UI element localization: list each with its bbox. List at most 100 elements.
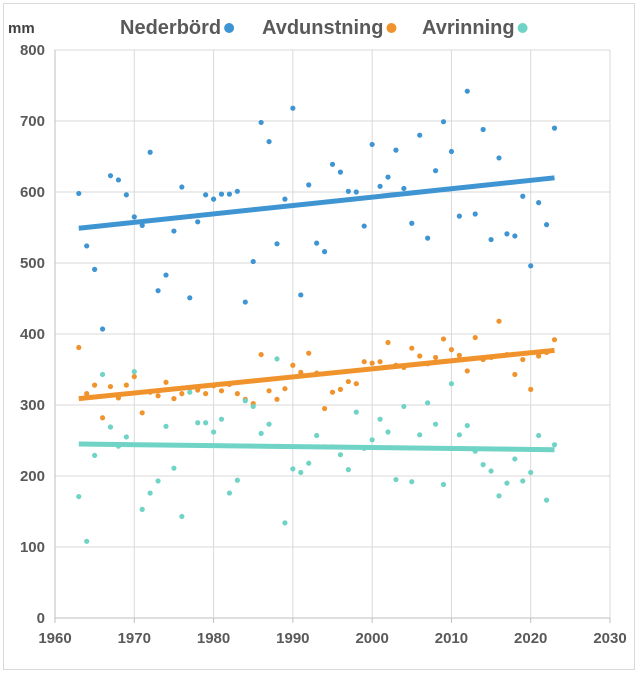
y-tick-label: 0 bbox=[37, 610, 45, 627]
data-point-nederb-rd bbox=[369, 141, 375, 148]
data-point-avrinning bbox=[520, 478, 526, 484]
data-point-nederb-rd bbox=[401, 185, 407, 192]
data-point-nederb-rd bbox=[432, 168, 439, 174]
legend-marker-avrinning bbox=[517, 23, 528, 33]
data-point-nederb-rd bbox=[464, 88, 470, 94]
legend[interactable]: Nederbörd Avdunstning Avrinning bbox=[120, 17, 528, 39]
data-point-avdunstning bbox=[258, 351, 264, 358]
data-point-nederb-rd bbox=[472, 211, 478, 217]
data-point-avrinning bbox=[512, 456, 518, 462]
data-point-nederb-rd bbox=[226, 191, 233, 197]
data-point-nederb-rd bbox=[107, 173, 114, 179]
data-point-nederb-rd bbox=[337, 169, 344, 175]
data-point-avdunstning bbox=[456, 352, 462, 358]
data-point-avrinning bbox=[417, 432, 423, 438]
data-point-avdunstning bbox=[551, 337, 558, 343]
y-tick-label: 800 bbox=[20, 42, 45, 59]
data-point-nederb-rd bbox=[480, 126, 486, 133]
data-point-nederb-rd bbox=[409, 220, 415, 226]
data-point-avdunstning bbox=[99, 415, 106, 421]
data-point-avrinning bbox=[274, 356, 280, 362]
data-point-avdunstning bbox=[417, 353, 423, 359]
legend-label-avdunstning: Avdunstning bbox=[262, 17, 383, 39]
data-point-nederb-rd bbox=[496, 155, 502, 161]
data-point-nederb-rd bbox=[321, 249, 328, 255]
data-point-nederb-rd bbox=[456, 213, 462, 219]
data-point-nederb-rd bbox=[551, 125, 558, 131]
data-point-avdunstning bbox=[282, 386, 288, 392]
data-point-avrinning bbox=[107, 424, 114, 430]
data-point-nederb-rd bbox=[210, 196, 217, 202]
data-point-nederb-rd bbox=[274, 241, 280, 247]
data-point-nederb-rd bbox=[377, 183, 383, 189]
data-point-nederb-rd bbox=[353, 189, 359, 195]
data-point-avrinning bbox=[179, 513, 185, 520]
data-point-nederb-rd bbox=[512, 233, 518, 239]
data-point-avrinning bbox=[314, 432, 320, 439]
legend-marker-nederb-rd bbox=[224, 23, 235, 33]
data-point-avdunstning bbox=[472, 334, 478, 341]
data-point-avdunstning bbox=[512, 371, 518, 378]
data-point-avrinning bbox=[448, 381, 455, 387]
data-point-avrinning bbox=[464, 422, 470, 429]
data-point-avrinning bbox=[282, 520, 288, 526]
data-point-avdunstning bbox=[448, 347, 455, 353]
data-point-avrinning bbox=[528, 469, 534, 476]
data-point-nederb-rd bbox=[195, 219, 201, 225]
data-point-avdunstning bbox=[203, 391, 209, 397]
data-point-avdunstning bbox=[353, 381, 359, 387]
data-point-nederb-rd bbox=[385, 174, 391, 180]
data-point-avrinning bbox=[92, 452, 98, 459]
data-point-nederb-rd bbox=[179, 184, 185, 190]
y-tick-labels: 0 100 200 300 400 500 600 700 800 bbox=[20, 42, 45, 627]
data-point-avrinning bbox=[203, 420, 209, 426]
data-point-nederb-rd bbox=[258, 119, 264, 126]
data-point-avdunstning bbox=[329, 389, 336, 395]
x-tick-label: 2000 bbox=[355, 630, 388, 647]
data-point-avrinning bbox=[171, 465, 177, 471]
data-point-avrinning bbox=[385, 429, 391, 435]
data-point-avdunstning bbox=[369, 360, 375, 366]
data-point-nederb-rd bbox=[440, 119, 447, 125]
data-point-nederb-rd bbox=[298, 292, 304, 298]
data-point-avdunstning bbox=[377, 359, 383, 365]
data-point-avdunstning bbox=[290, 362, 296, 368]
data-point-avdunstning bbox=[440, 336, 447, 342]
data-point-nederb-rd bbox=[99, 326, 106, 332]
data-point-avdunstning bbox=[84, 391, 90, 397]
data-point-avrinning bbox=[377, 416, 383, 422]
data-point-nederb-rd bbox=[84, 243, 90, 249]
data-point-avrinning bbox=[456, 432, 462, 438]
y-tick-label: 100 bbox=[20, 539, 45, 556]
data-point-nederb-rd bbox=[218, 191, 225, 197]
x-tick-label: 1970 bbox=[118, 630, 151, 647]
data-point-avrinning bbox=[242, 398, 248, 404]
data-point-nederb-rd bbox=[115, 177, 122, 183]
data-point-avrinning bbox=[337, 452, 344, 458]
data-point-nederb-rd bbox=[536, 200, 542, 206]
data-point-avdunstning bbox=[385, 339, 391, 346]
data-point-avrinning bbox=[266, 421, 272, 427]
data-point-avrinning bbox=[195, 420, 201, 426]
data-point-nederb-rd bbox=[488, 236, 494, 243]
data-point-nederb-rd bbox=[250, 258, 256, 265]
data-point-nederb-rd bbox=[155, 288, 161, 294]
data-point-nederb-rd bbox=[345, 188, 351, 194]
data-point-avrinning bbox=[187, 389, 193, 395]
data-point-nederb-rd bbox=[393, 147, 399, 153]
gridlines bbox=[55, 49, 611, 618]
trend-line-avrinning bbox=[78, 441, 555, 453]
x-tick-label: 1980 bbox=[197, 630, 230, 647]
data-point-avrinning bbox=[76, 493, 82, 500]
data-point-nederb-rd bbox=[282, 196, 288, 202]
trend-lines bbox=[78, 175, 555, 453]
x-tick-label: 1960 bbox=[38, 630, 71, 647]
data-point-nederb-rd bbox=[92, 266, 98, 272]
y-tick-label: 200 bbox=[20, 468, 45, 485]
data-point-avrinning bbox=[155, 478, 161, 484]
data-point-avdunstning bbox=[179, 391, 185, 397]
data-point-avdunstning bbox=[345, 378, 351, 385]
x-tick-label: 1990 bbox=[276, 630, 309, 647]
data-point-nederb-rd bbox=[448, 148, 455, 155]
data-point-avrinning bbox=[290, 466, 296, 472]
